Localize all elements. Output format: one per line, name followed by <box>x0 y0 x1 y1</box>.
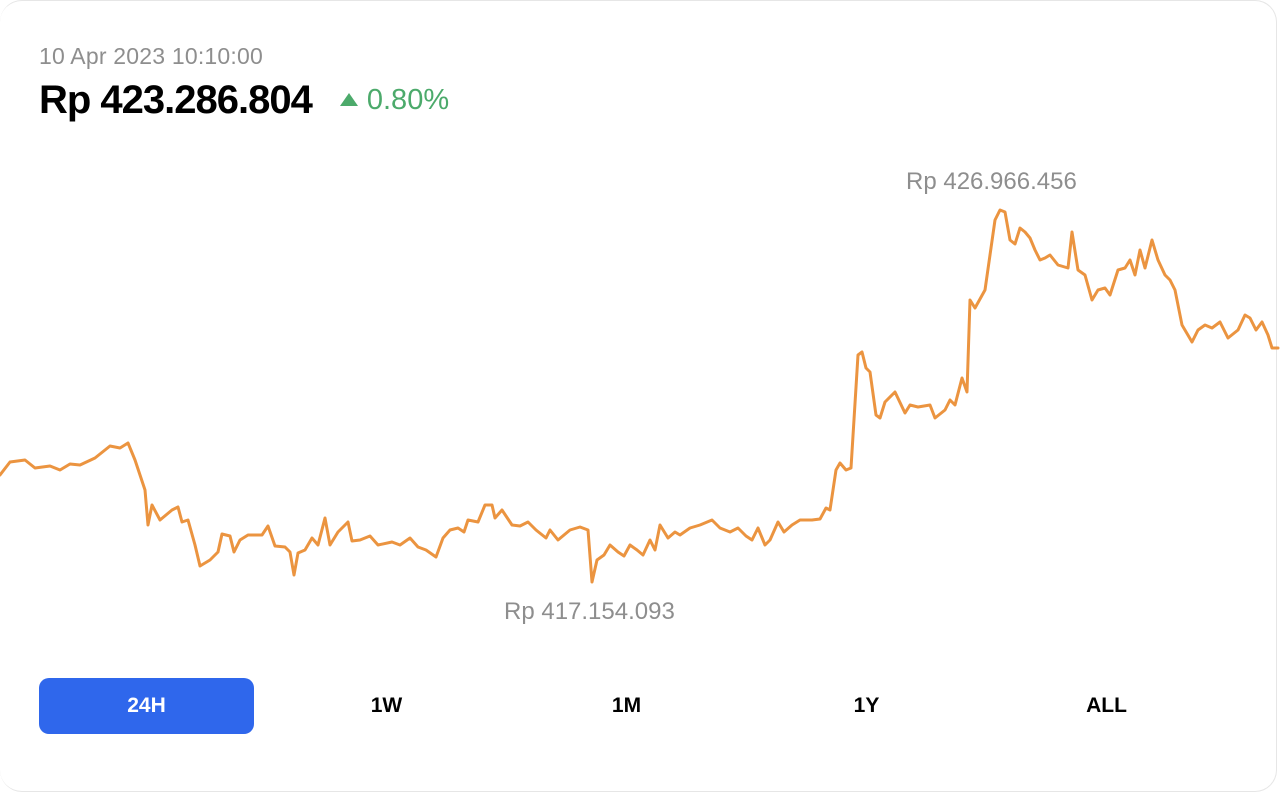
price-line <box>0 208 1280 584</box>
price-row: Rp 423.286.804 0.80% <box>39 78 449 123</box>
tab-all[interactable]: ALL <box>999 678 1214 734</box>
timestamp: 10 Apr 2023 10:10:00 <box>39 43 263 69</box>
tab-label: 1Y <box>853 694 880 717</box>
tab-24h[interactable]: 24H <box>39 678 254 734</box>
current-price: Rp 423.286.804 <box>39 78 313 122</box>
tab-1m[interactable]: 1M <box>519 678 734 734</box>
low-label: Rp 417.154.093 <box>504 598 675 625</box>
tab-1y[interactable]: 1Y <box>759 678 974 734</box>
tab-label: 1W <box>370 694 403 717</box>
tab-label: 1M <box>611 694 642 717</box>
tab-label: ALL <box>1086 694 1127 717</box>
change-percent: 0.80% <box>366 84 450 116</box>
price-chart[interactable] <box>0 0 1280 660</box>
tab-1w[interactable]: 1W <box>279 678 494 734</box>
triangle-up-icon <box>339 93 358 106</box>
high-label: Rp 426.966.456 <box>906 168 1077 195</box>
tab-label: 24H <box>127 694 166 717</box>
price-change: 0.80% <box>339 84 450 117</box>
timeframe-tabs: 24H 1W 1M 1Y ALL <box>39 678 1239 734</box>
